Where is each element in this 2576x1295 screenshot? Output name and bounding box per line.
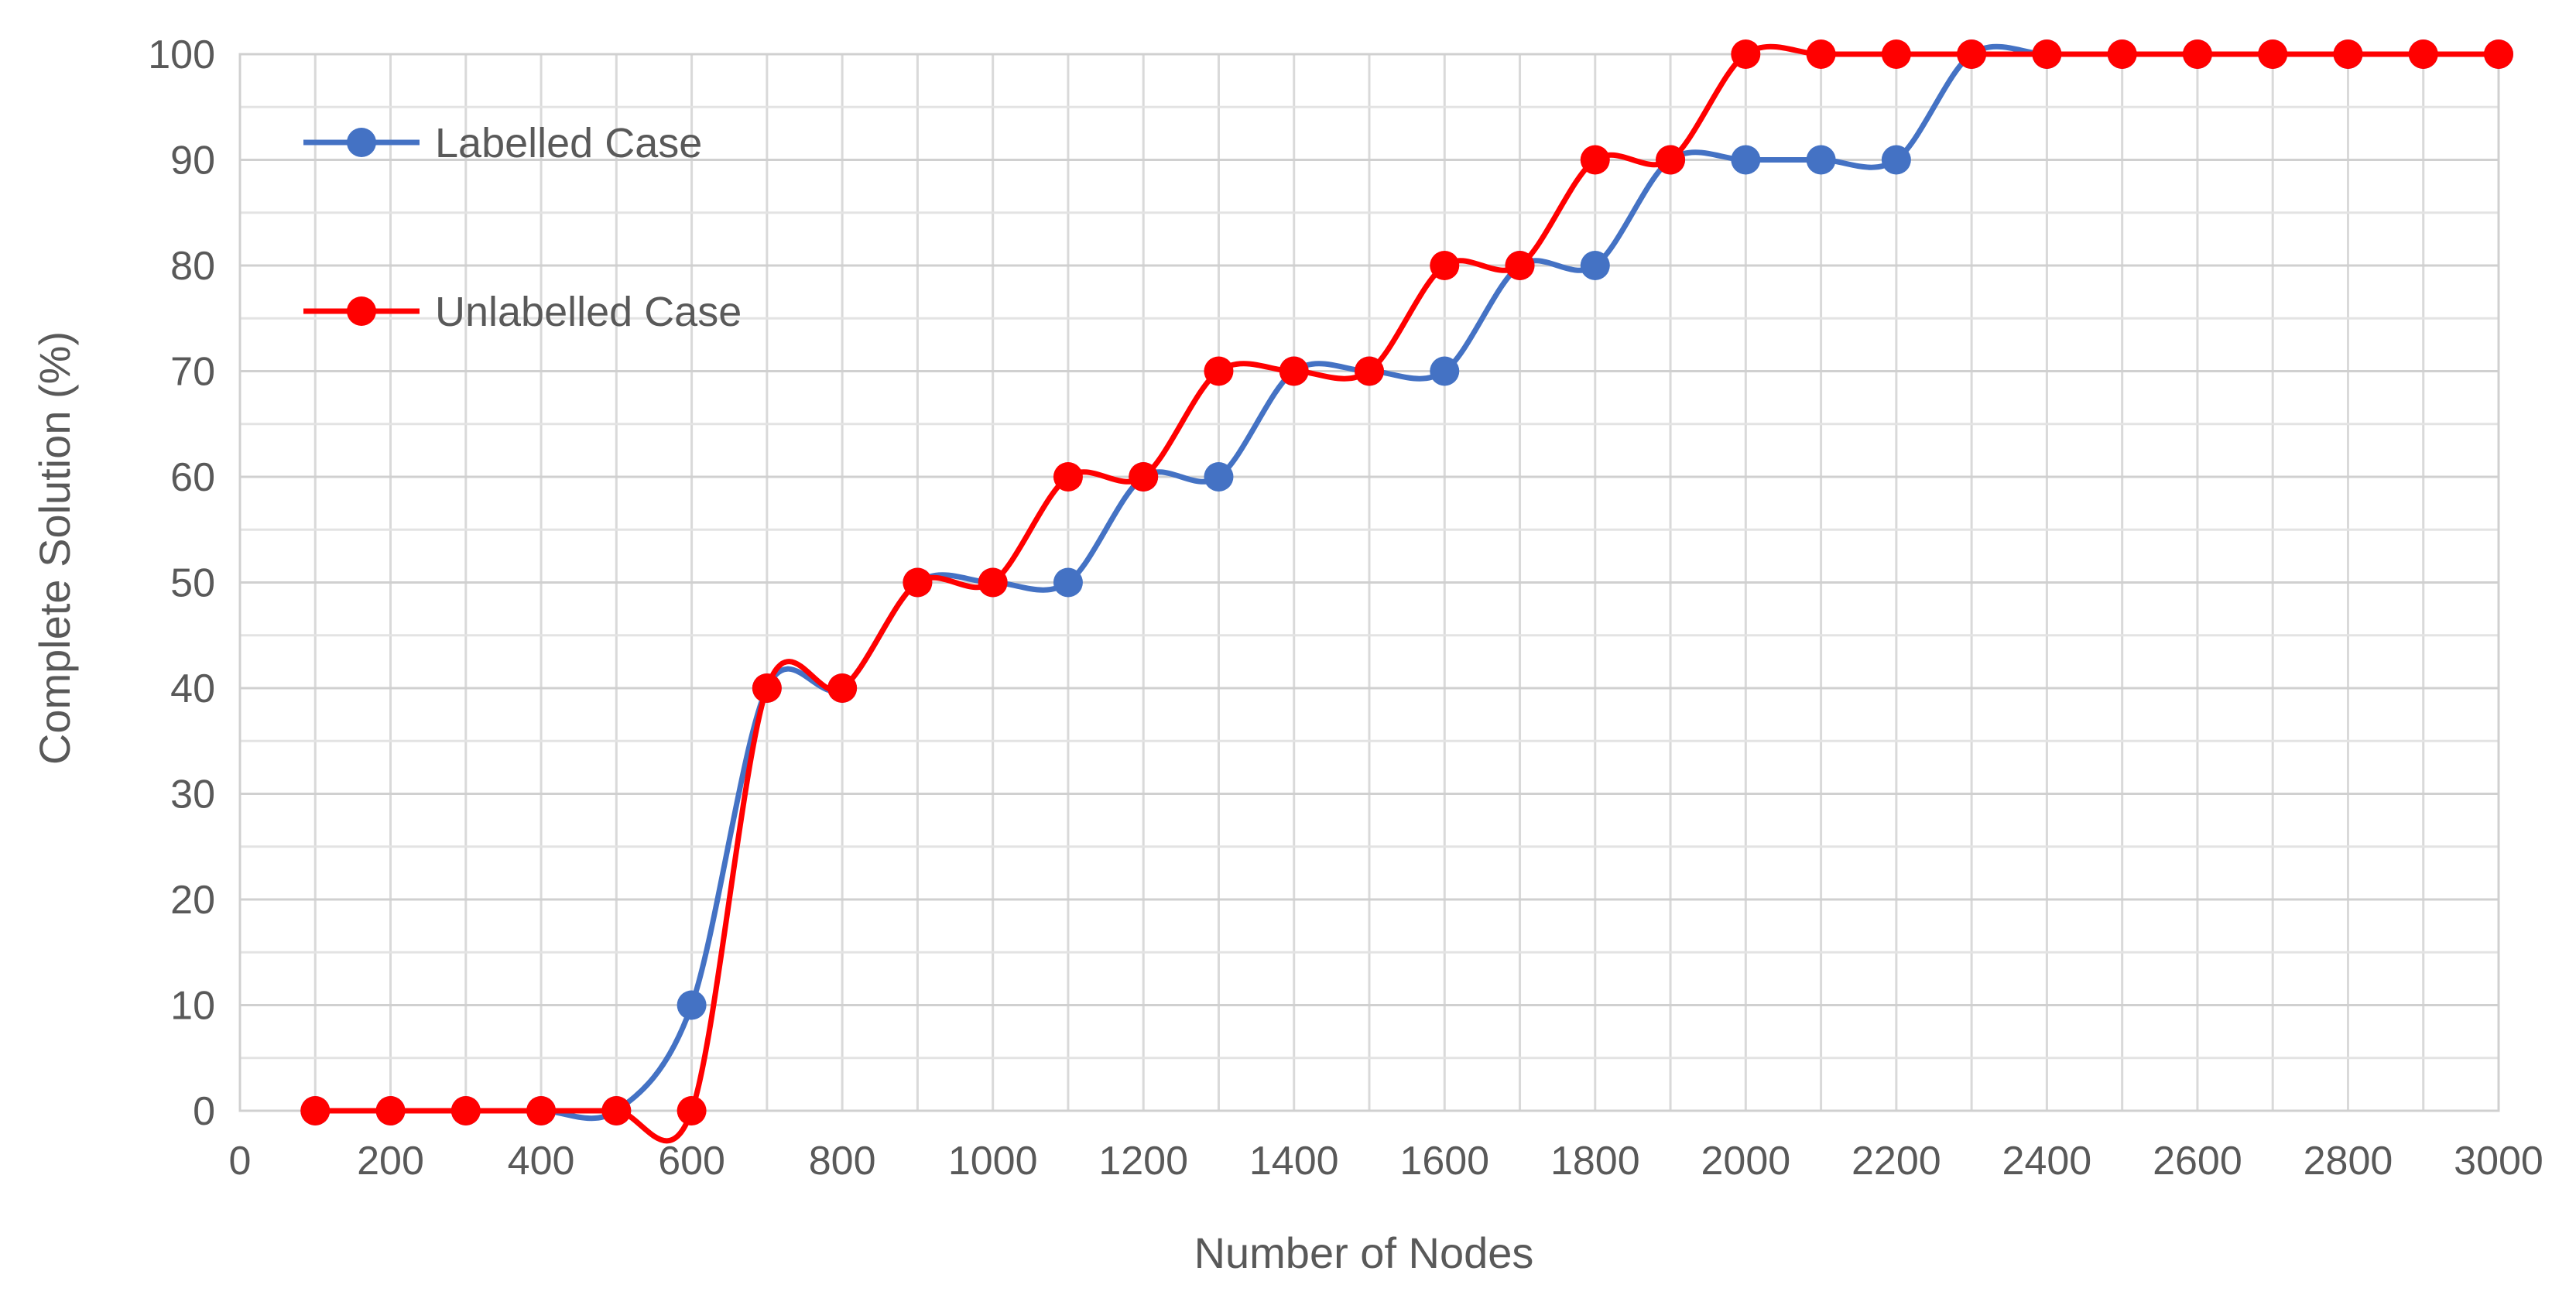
- data-point: [1656, 145, 1686, 175]
- x-tick-label: 1000: [948, 1139, 1038, 1184]
- legend-item: Labelled Case: [303, 120, 702, 166]
- data-point: [1806, 39, 1836, 69]
- x-tick-label: 2600: [2153, 1139, 2242, 1184]
- data-point: [526, 1096, 557, 1125]
- legend-marker: [347, 128, 376, 157]
- y-tick-label: 80: [170, 244, 215, 289]
- x-tick-label: 1600: [1399, 1139, 1489, 1184]
- y-tick-label: 40: [170, 666, 215, 711]
- x-tick-label: 0: [229, 1139, 252, 1184]
- data-point: [2107, 39, 2137, 69]
- data-point: [1881, 39, 1911, 69]
- data-point: [2333, 39, 2363, 69]
- x-tick-label: 2200: [1852, 1139, 1941, 1184]
- y-tick-label: 100: [148, 33, 215, 77]
- x-tick-label: 200: [357, 1139, 424, 1184]
- x-tick-label: 600: [658, 1139, 725, 1184]
- y-tick-label: 90: [170, 139, 215, 183]
- series-layer: [300, 39, 2513, 1144]
- y-tick-label: 30: [170, 773, 215, 817]
- data-point: [1957, 39, 1987, 69]
- legend-label: Unlabelled Case: [435, 289, 742, 335]
- x-axis-title: Number of Nodes: [1194, 1228, 1534, 1277]
- x-tick-label: 800: [809, 1139, 876, 1184]
- y-tick-label: 50: [170, 561, 215, 606]
- x-tick-label: 2000: [1701, 1139, 1790, 1184]
- data-point: [2258, 39, 2288, 69]
- y-tick-label: 20: [170, 878, 215, 923]
- x-tick-label: 2400: [2002, 1139, 2092, 1184]
- series-line: [315, 43, 2499, 1144]
- plot-area-border: [238, 53, 2500, 1112]
- data-point: [1204, 356, 1234, 386]
- x-tick-label: 1400: [1249, 1139, 1339, 1184]
- grid-lines: [238, 53, 2500, 1112]
- x-tick-label: 3000: [2454, 1139, 2543, 1184]
- data-point: [1129, 462, 1159, 492]
- data-point: [300, 1096, 331, 1125]
- data-point: [1279, 356, 1309, 386]
- data-point: [752, 673, 782, 703]
- data-point: [2408, 39, 2438, 69]
- data-point: [903, 567, 933, 598]
- data-point: [2032, 39, 2062, 69]
- legend: Labelled Case Unlabelled Case: [303, 120, 742, 335]
- y-tick-labels: 0 10 20 30 40 50 60 70 80 90 100: [148, 33, 215, 1134]
- x-tick-label: 1800: [1550, 1139, 1640, 1184]
- y-axis-title: Complete Solution (%): [30, 331, 79, 765]
- data-point: [677, 990, 707, 1020]
- data-point: [1053, 567, 1083, 598]
- data-point: [1505, 251, 1535, 280]
- data-point: [1731, 145, 1761, 175]
- data-point: [1731, 39, 1761, 69]
- data-point: [1204, 462, 1234, 492]
- y-tick-label: 0: [193, 1089, 215, 1134]
- data-point: [1806, 145, 1836, 175]
- x-tick-label: 2800: [2304, 1139, 2393, 1184]
- y-tick-label: 60: [170, 455, 215, 500]
- data-point: [1430, 356, 1460, 386]
- x-tick-label: 400: [508, 1139, 575, 1184]
- y-tick-label: 70: [170, 350, 215, 395]
- data-point: [1881, 145, 1911, 175]
- data-point: [1355, 356, 1384, 386]
- data-point: [2484, 39, 2513, 69]
- data-point: [2182, 39, 2212, 69]
- data-point: [1430, 251, 1460, 280]
- data-point: [601, 1096, 632, 1125]
- x-tick-label: 1200: [1098, 1139, 1188, 1184]
- data-point: [827, 673, 858, 703]
- data-point: [1580, 145, 1610, 175]
- legend-marker: [347, 296, 376, 326]
- data-point: [450, 1096, 481, 1125]
- data-point: [375, 1096, 406, 1125]
- data-point: [978, 567, 1008, 598]
- legend-item: Unlabelled Case: [303, 289, 742, 335]
- x-tick-labels: 0 200 400 600 800 1000 1200 1400 1600 1800 2000 220…: [229, 1139, 2543, 1184]
- legend-label: Labelled Case: [435, 120, 702, 166]
- data-point: [1580, 251, 1610, 280]
- data-point: [677, 1096, 707, 1125]
- y-tick-label: 10: [170, 984, 215, 1029]
- series-unlabelled-case: [300, 39, 2513, 1144]
- data-point: [1053, 462, 1083, 492]
